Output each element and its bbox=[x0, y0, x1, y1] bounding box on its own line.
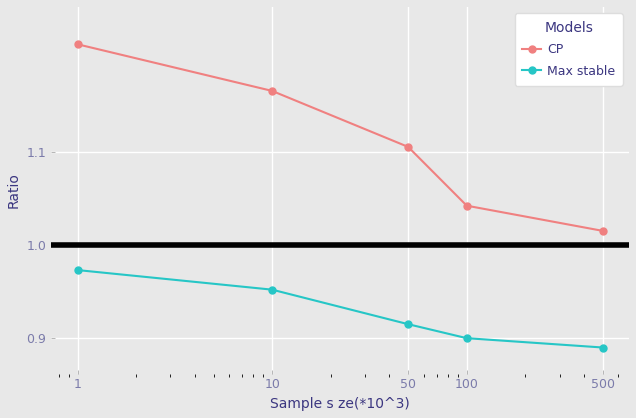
X-axis label: Sample s ze(*10^3): Sample s ze(*10^3) bbox=[270, 397, 410, 411]
CP bbox=[404, 144, 412, 149]
Line: Max stable: Max stable bbox=[74, 267, 606, 351]
Y-axis label: Ratio: Ratio bbox=[7, 172, 21, 208]
CP bbox=[74, 42, 81, 47]
CP bbox=[268, 89, 276, 94]
Max stable bbox=[599, 345, 607, 350]
Max stable bbox=[74, 268, 81, 273]
Max stable bbox=[463, 336, 471, 341]
Max stable bbox=[404, 322, 412, 327]
Line: CP: CP bbox=[74, 41, 606, 234]
CP bbox=[463, 203, 471, 208]
Legend: CP, Max stable: CP, Max stable bbox=[515, 13, 623, 86]
Max stable bbox=[268, 287, 276, 292]
CP bbox=[599, 228, 607, 233]
